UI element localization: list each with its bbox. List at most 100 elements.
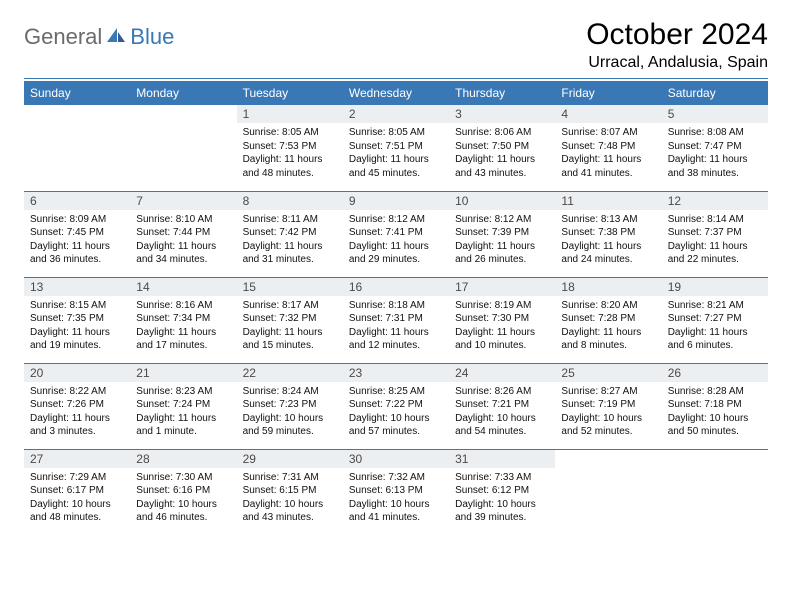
sunset-value: 7:23 PM (279, 399, 316, 410)
day-number: 19 (662, 278, 768, 296)
calendar-body: 1Sunrise: 8:05 AMSunset: 7:53 PMDaylight… (24, 105, 768, 535)
sunset-label: Sunset: (136, 485, 170, 496)
sunset-line: Sunset: 7:19 PM (561, 398, 655, 412)
sunset-label: Sunset: (561, 313, 595, 324)
daylight-line: Daylight: 11 hours and 17 minutes. (136, 326, 230, 353)
header-rule (24, 78, 768, 79)
daylight-label: Daylight: (455, 241, 494, 252)
sunrise-label: Sunrise: (455, 127, 492, 138)
sunrise-line: Sunrise: 8:21 AM (668, 299, 762, 313)
day-number: 26 (662, 364, 768, 382)
sunset-line: Sunset: 7:27 PM (668, 312, 762, 326)
daylight-line: Daylight: 11 hours and 26 minutes. (455, 240, 549, 267)
daylight-label: Daylight: (349, 154, 388, 165)
sunset-line: Sunset: 7:31 PM (349, 312, 443, 326)
day-number: 20 (24, 364, 130, 382)
sunset-line: Sunset: 7:24 PM (136, 398, 230, 412)
day-number: 1 (237, 105, 343, 123)
sunrise-line: Sunrise: 8:12 AM (455, 213, 549, 227)
sunrise-label: Sunrise: (668, 127, 705, 138)
sunset-line: Sunset: 7:50 PM (455, 140, 549, 154)
day-detail: Sunrise: 8:06 AMSunset: 7:50 PMDaylight:… (449, 123, 555, 184)
calendar-cell: 22Sunrise: 8:24 AMSunset: 7:23 PMDayligh… (237, 363, 343, 449)
calendar-cell: 25Sunrise: 8:27 AMSunset: 7:19 PMDayligh… (555, 363, 661, 449)
day-number: 23 (343, 364, 449, 382)
daylight-label: Daylight: (243, 499, 282, 510)
sunrise-value: 8:05 AM (388, 127, 425, 138)
calendar-cell (555, 449, 661, 535)
weekday-header: Monday (130, 81, 236, 105)
sunrise-line: Sunrise: 7:31 AM (243, 471, 337, 485)
sunset-line: Sunset: 7:44 PM (136, 226, 230, 240)
sunrise-value: 8:23 AM (176, 386, 213, 397)
daylight-line: Daylight: 10 hours and 52 minutes. (561, 412, 655, 439)
calendar-cell: 21Sunrise: 8:23 AMSunset: 7:24 PMDayligh… (130, 363, 236, 449)
sunrise-value: 8:18 AM (388, 300, 425, 311)
sunrise-line: Sunrise: 8:09 AM (30, 213, 124, 227)
sunrise-value: 8:11 AM (282, 214, 318, 225)
daylight-label: Daylight: (243, 154, 282, 165)
sunset-line: Sunset: 7:51 PM (349, 140, 443, 154)
sunset-label: Sunset: (455, 141, 489, 152)
sunset-line: Sunset: 7:21 PM (455, 398, 549, 412)
daylight-label: Daylight: (30, 499, 69, 510)
day-detail: Sunrise: 8:14 AMSunset: 7:37 PMDaylight:… (662, 210, 768, 271)
weekday-header: Friday (555, 81, 661, 105)
daylight-line: Daylight: 10 hours and 43 minutes. (243, 498, 337, 525)
sunset-value: 7:32 PM (279, 313, 316, 324)
day-detail: Sunrise: 8:07 AMSunset: 7:48 PMDaylight:… (555, 123, 661, 184)
sunrise-label: Sunrise: (349, 127, 386, 138)
day-number: 25 (555, 364, 661, 382)
daylight-line: Daylight: 11 hours and 12 minutes. (349, 326, 443, 353)
sunset-label: Sunset: (349, 399, 383, 410)
sunset-value: 7:35 PM (67, 313, 104, 324)
sunrise-label: Sunrise: (561, 214, 598, 225)
daylight-label: Daylight: (668, 327, 707, 338)
header: General Blue October 2024 Urracal, Andal… (24, 18, 768, 72)
sunrise-value: 8:17 AM (282, 300, 319, 311)
sunset-label: Sunset: (136, 399, 170, 410)
sunrise-line: Sunrise: 8:27 AM (561, 385, 655, 399)
sunset-label: Sunset: (668, 313, 702, 324)
sunrise-value: 8:06 AM (495, 127, 532, 138)
daylight-label: Daylight: (668, 154, 707, 165)
day-number: 11 (555, 192, 661, 210)
title-block: October 2024 Urracal, Andalusia, Spain (586, 18, 768, 72)
calendar-row: 1Sunrise: 8:05 AMSunset: 7:53 PMDaylight… (24, 105, 768, 191)
sunrise-value: 8:07 AM (601, 127, 638, 138)
sunset-value: 7:31 PM (386, 313, 423, 324)
sunset-value: 7:21 PM (492, 399, 529, 410)
daylight-label: Daylight: (668, 413, 707, 424)
day-number: 15 (237, 278, 343, 296)
sunrise-line: Sunrise: 8:06 AM (455, 126, 549, 140)
sunrise-label: Sunrise: (349, 386, 386, 397)
daylight-line: Daylight: 11 hours and 22 minutes. (668, 240, 762, 267)
sunset-label: Sunset: (30, 313, 64, 324)
sunrise-value: 8:09 AM (69, 214, 106, 225)
daylight-label: Daylight: (136, 327, 175, 338)
sunset-value: 7:41 PM (386, 227, 423, 238)
daylight-label: Daylight: (243, 241, 282, 252)
day-number: 21 (130, 364, 236, 382)
sunset-label: Sunset: (455, 485, 489, 496)
day-detail: Sunrise: 8:12 AMSunset: 7:41 PMDaylight:… (343, 210, 449, 271)
calendar-cell: 8Sunrise: 8:11 AMSunset: 7:42 PMDaylight… (237, 191, 343, 277)
sunset-label: Sunset: (136, 227, 170, 238)
day-detail: Sunrise: 8:28 AMSunset: 7:18 PMDaylight:… (662, 382, 768, 443)
day-number: 14 (130, 278, 236, 296)
sunset-value: 7:37 PM (704, 227, 741, 238)
sunset-label: Sunset: (349, 485, 383, 496)
daylight-label: Daylight: (561, 327, 600, 338)
day-number: 13 (24, 278, 130, 296)
sunrise-line: Sunrise: 8:19 AM (455, 299, 549, 313)
sunrise-line: Sunrise: 8:22 AM (30, 385, 124, 399)
sail-icon (105, 26, 127, 49)
day-number: 9 (343, 192, 449, 210)
sunrise-label: Sunrise: (349, 300, 386, 311)
brand-word-2: Blue (130, 24, 174, 50)
calendar-cell: 31Sunrise: 7:33 AMSunset: 6:12 PMDayligh… (449, 449, 555, 535)
day-detail: Sunrise: 8:27 AMSunset: 7:19 PMDaylight:… (555, 382, 661, 443)
sunset-value: 7:18 PM (704, 399, 741, 410)
calendar-cell: 3Sunrise: 8:06 AMSunset: 7:50 PMDaylight… (449, 105, 555, 191)
sunset-line: Sunset: 7:37 PM (668, 226, 762, 240)
